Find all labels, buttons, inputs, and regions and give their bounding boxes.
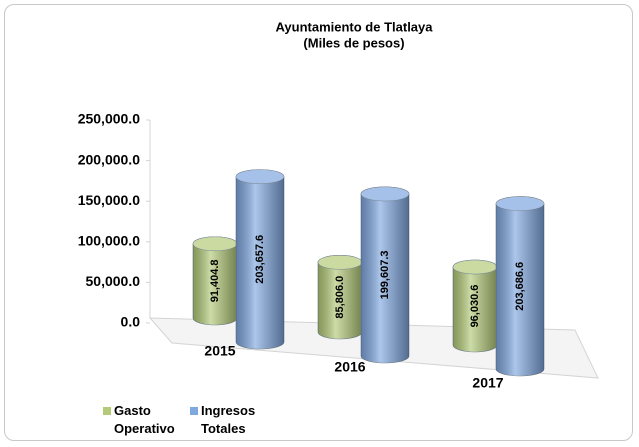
x-tick-label: 2015	[204, 343, 235, 359]
cylinder-shade	[318, 255, 362, 339]
chart-title: Ayuntamiento de Tlatlaya	[276, 19, 434, 34]
value-label: 199,607.3	[379, 250, 391, 299]
cylinder-top-shine	[318, 255, 362, 270]
legend-item: Gasto Operativo	[103, 402, 184, 438]
value-label: 91,404.8	[209, 259, 221, 302]
legend-swatch	[103, 407, 111, 415]
chart-subtitle: (Miles de pesos)	[303, 35, 404, 50]
legend-swatch	[190, 407, 198, 415]
value-label: 96,030.6	[469, 285, 481, 328]
value-label: 203,657.6	[254, 235, 266, 284]
x-tick-label: 2017	[472, 375, 503, 391]
cylinder-shade	[236, 169, 284, 349]
y-tick-label: 250,000.0	[78, 111, 140, 127]
cylinder-top-shine	[496, 196, 544, 211]
legend-label: Ingresos Totales	[201, 403, 256, 436]
legend-item: Ingresos Totales	[190, 402, 271, 438]
value-label: 85,806.0	[334, 276, 346, 319]
y-tick-label: 200,000.0	[78, 151, 140, 167]
cylinder-top	[495, 196, 545, 211]
cylinder-top-shine	[453, 260, 497, 275]
y-tick-label: 100,000.0	[78, 233, 140, 249]
cylinder-shade	[193, 236, 238, 325]
y-tick-label: 50,000.0	[86, 273, 141, 289]
legend-label: Gasto Operativo	[114, 403, 175, 436]
y-tick-label: 150,000.0	[78, 192, 140, 208]
cylinder-top-shine	[193, 236, 237, 251]
cylinder-shade	[453, 260, 498, 352]
value-label: 203,686.6	[514, 262, 526, 311]
cylinder-shade	[361, 186, 409, 363]
y-tick-label: 0.0	[121, 314, 141, 330]
cylinder-shade	[496, 196, 544, 376]
x-tick-label: 2016	[334, 359, 365, 375]
chart-frame	[4, 4, 633, 441]
cylinder-top	[360, 186, 410, 202]
cylinder-top	[235, 169, 285, 184]
cylinder-top-shine	[361, 186, 409, 201]
cylinder-top-shine	[236, 169, 284, 184]
